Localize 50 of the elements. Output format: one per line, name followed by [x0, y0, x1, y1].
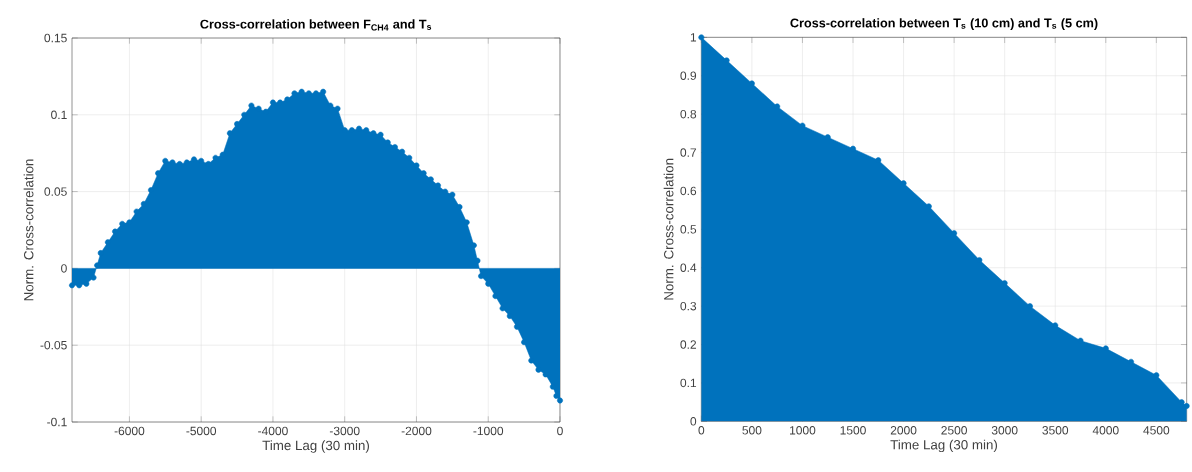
x-tick-label: 4500 [1143, 426, 1170, 435]
y-tick-label: 0.7 [680, 148, 697, 157]
point [976, 257, 983, 263]
y-tick-label: 0.6 [680, 186, 697, 196]
x-tick-label: 0 [698, 426, 705, 435]
y-tick-label: 0.05 [44, 187, 67, 196]
chart-title: Cross-correlation between F$_{CH4}$ and T$_{s}$ [200, 19, 432, 31]
x-tick-label: 0 [557, 426, 563, 436]
x-tick-label: -4000 [258, 426, 288, 436]
y-tick-label: -0.1 [47, 417, 67, 427]
point [774, 103, 781, 110]
x-tick-label: 1000 [790, 426, 816, 435]
x-axis-title: Time Lag (30 min) [262, 440, 369, 453]
y-axis-title: Norm. Cross-correlation [23, 159, 34, 301]
point [1153, 372, 1160, 379]
point [925, 203, 932, 210]
x-tick-label: -3000 [329, 426, 360, 436]
x-tick-label: -6000 [114, 426, 145, 436]
point [723, 57, 730, 64]
x-tick-label: 1500 [840, 426, 866, 435]
point [748, 80, 755, 87]
y-tick-label: -0.05 [40, 340, 67, 350]
x-tick-label: 4000 [1092, 426, 1119, 435]
y-tick-label: 0 [61, 264, 67, 273]
x-tick-label: 3500 [1042, 426, 1069, 435]
x-tick-label: -2000 [401, 426, 432, 436]
y-axis-title: Norm. Cross-correlation [663, 158, 674, 300]
y-tick-label: 0.1 [51, 110, 67, 120]
y-tick-label: 0.9 [680, 71, 697, 80]
x-tick-label: 2000 [890, 426, 917, 435]
y-tick-label: 1 [690, 33, 697, 42]
point [1183, 403, 1190, 409]
y-tick-label: 0.8 [680, 109, 697, 119]
y-tick-label: 0.5 [680, 225, 697, 234]
point [875, 157, 882, 164]
y-tick-label: 0 [690, 417, 697, 426]
point [698, 34, 705, 41]
point [900, 180, 907, 187]
x-axis-title: Time Lag (30 min) [890, 439, 998, 453]
x-tick-label: 2500 [941, 426, 967, 435]
x-tick-label: -5000 [186, 426, 217, 436]
y-tick-label: 0.2 [680, 340, 697, 349]
x-tick-label: -1000 [473, 426, 504, 436]
x-tick-label: 3000 [991, 426, 1018, 435]
chart-title: Cross-correlation between T$_{s}$ (10 cm) and T$_{s}$ (5 cm) [790, 18, 1098, 30]
x-tick-label: 500 [742, 426, 762, 435]
y-tick-label: 0.15 [44, 33, 67, 43]
y-tick-label: 0.1 [680, 378, 697, 388]
y-tick-label: 0.4 [680, 263, 697, 272]
y-tick-label: 0.3 [680, 301, 697, 311]
